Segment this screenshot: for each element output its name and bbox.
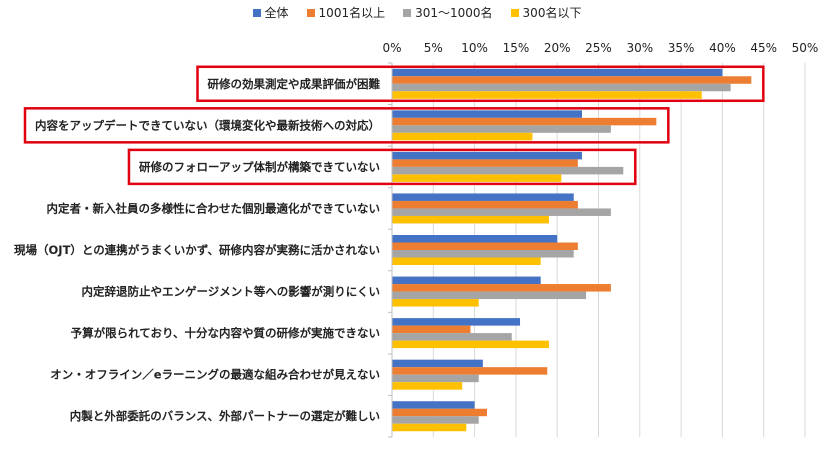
legend-swatch-300-under bbox=[510, 8, 519, 17]
bar bbox=[392, 91, 702, 99]
x-tick-label: 45% bbox=[750, 41, 777, 55]
bar bbox=[392, 132, 533, 141]
x-tick-label: 40% bbox=[709, 41, 736, 55]
highlight-box bbox=[127, 148, 637, 186]
highlight-box bbox=[196, 65, 765, 103]
legend-swatch-all bbox=[252, 8, 261, 17]
legend-swatch-301-1000 bbox=[403, 8, 412, 17]
legend-label-300-under: 300名以下 bbox=[522, 6, 582, 20]
bar bbox=[392, 284, 611, 292]
bar bbox=[392, 408, 487, 417]
bar bbox=[392, 257, 541, 265]
highlight-box bbox=[23, 107, 670, 144]
x-tick-label: 5% bbox=[424, 41, 443, 55]
legend-item-1001-plus: 1001名以上 bbox=[306, 4, 386, 21]
bar bbox=[392, 242, 578, 250]
legend-swatch-1001-plus bbox=[306, 8, 315, 17]
bar bbox=[392, 200, 578, 209]
category-label: 内製と外部委託のバランス、外部パートナーの選定が難しい bbox=[70, 409, 380, 423]
category-label: 内容をアップデートできていない（環境変化や最新技術への対応） bbox=[35, 118, 380, 132]
bar bbox=[392, 382, 463, 390]
bar bbox=[392, 325, 471, 334]
bar bbox=[392, 208, 611, 216]
bar bbox=[392, 174, 562, 182]
bar bbox=[392, 299, 479, 307]
bar bbox=[392, 235, 558, 243]
category-label: 現場（OJT）との連携がうまくいかず、研修内容が実務に活かされない bbox=[14, 243, 380, 257]
bar bbox=[392, 110, 582, 118]
legend-item-301-1000: 301〜1000名 bbox=[403, 4, 493, 21]
bar bbox=[392, 193, 574, 201]
bar bbox=[392, 125, 611, 133]
legend-item-300-under: 300名以下 bbox=[510, 4, 582, 21]
bar bbox=[392, 359, 483, 368]
x-tick-label: 25% bbox=[585, 41, 612, 55]
x-tick-label: 0% bbox=[382, 41, 401, 55]
legend-item-all: 全体 bbox=[252, 4, 289, 21]
bar bbox=[392, 291, 587, 300]
bar bbox=[392, 76, 752, 84]
bar bbox=[392, 374, 479, 383]
x-tick-label: 10% bbox=[461, 41, 488, 55]
legend: 全体 1001名以上 301〜1000名 300名以下 bbox=[0, 4, 834, 21]
bar bbox=[392, 318, 521, 326]
legend-label-1001-plus: 1001名以上 bbox=[318, 6, 386, 20]
legend-label-301-1000: 301〜1000名 bbox=[415, 6, 493, 20]
x-tick-label: 30% bbox=[626, 41, 653, 55]
category-label: 研修のフォローアップ体制が構築できていない bbox=[139, 160, 380, 174]
bar bbox=[392, 276, 541, 285]
bar bbox=[392, 117, 657, 126]
bar bbox=[392, 367, 548, 375]
bar bbox=[392, 166, 624, 175]
bar bbox=[392, 215, 549, 224]
bar bbox=[392, 340, 549, 349]
bar bbox=[392, 333, 512, 341]
x-tick-label: 35% bbox=[668, 41, 695, 55]
bar bbox=[392, 68, 723, 77]
bar bbox=[392, 250, 574, 258]
legend-label-all: 全体 bbox=[264, 6, 289, 20]
category-label: 内定辞退防止やエンゲージメント等への影響が測りにくい bbox=[81, 285, 380, 299]
bar bbox=[392, 423, 467, 432]
bar bbox=[392, 151, 582, 160]
bar bbox=[392, 83, 731, 92]
bar bbox=[392, 416, 479, 424]
category-label: 内定者・新入社員の多様性に合わせた個別最適化ができていない bbox=[47, 201, 381, 215]
category-label: オン・オフライン／eラーニングの最適な組み合わせが見えない bbox=[50, 368, 380, 382]
x-tick-label: 20% bbox=[544, 41, 571, 55]
bar bbox=[392, 159, 578, 167]
category-label: 研修の効果測定や成果評価が困難 bbox=[208, 77, 381, 91]
x-tick-label: 15% bbox=[503, 41, 530, 55]
bar bbox=[392, 401, 475, 409]
x-tick-label: 50% bbox=[792, 41, 819, 55]
category-label: 予算が限られており、十分な内容や質の研修が実施できない bbox=[71, 326, 380, 340]
